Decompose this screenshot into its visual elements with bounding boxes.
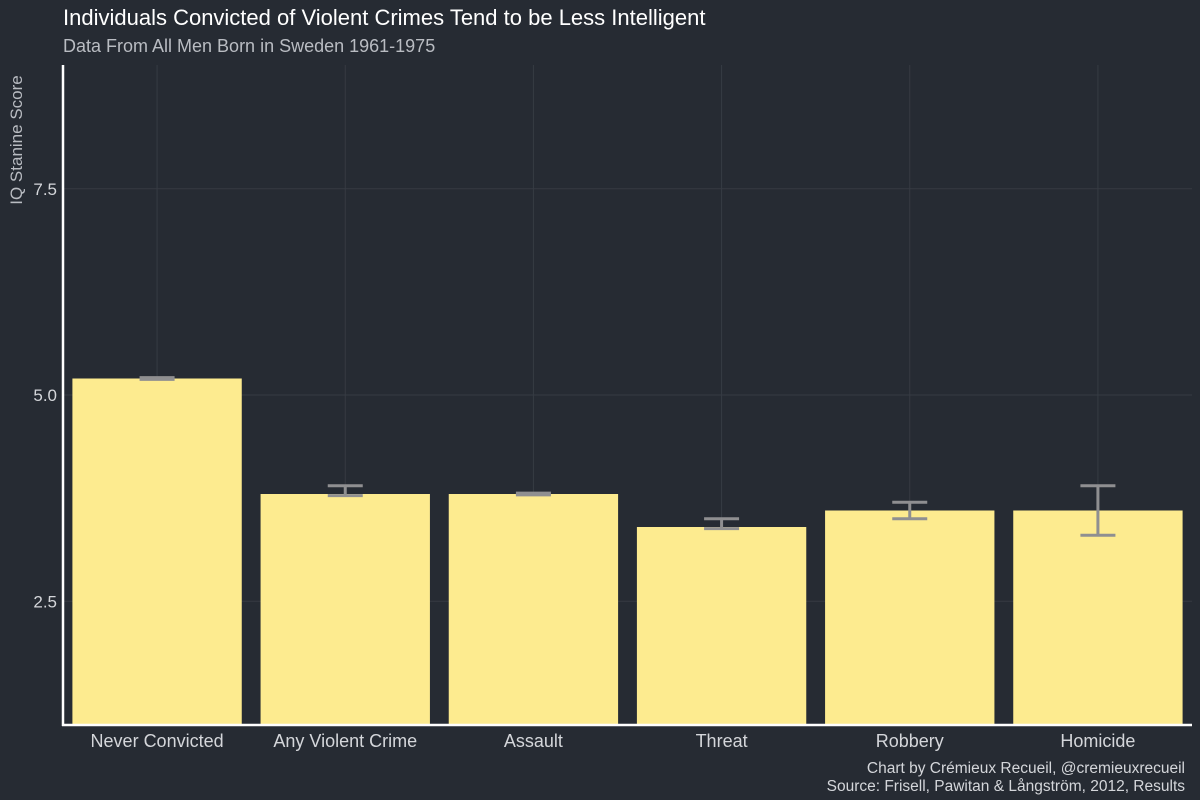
error-bars: [139, 376, 1116, 537]
bar: [448, 494, 619, 725]
x-tick-label: Robbery: [876, 731, 944, 751]
x-tick-label: Homicide: [1060, 731, 1135, 751]
bar: [1013, 510, 1183, 725]
caption-credit: Chart by Crémieux Recueil, @cremieuxrecu…: [866, 760, 1185, 777]
bar: [260, 494, 430, 725]
y-tick-label: 7.5: [33, 180, 57, 199]
chart-title: Individuals Convicted of Violent Crimes …: [63, 5, 706, 30]
y-tick-labels: 2.5 5.0 7.5: [33, 180, 57, 612]
bar: [72, 378, 242, 725]
y-tick-label: 5.0: [33, 386, 57, 405]
bar: [636, 527, 807, 725]
x-tick-label: Any Violent Crime: [273, 731, 417, 751]
bar: [825, 510, 995, 725]
y-tick-label: 2.5: [33, 592, 57, 611]
bars: [72, 378, 1183, 725]
chart-subtitle: Data From All Men Born in Sweden 1961-19…: [63, 36, 436, 56]
x-tick-label: Threat: [696, 731, 748, 751]
x-tick-label: Never Convicted: [91, 731, 224, 751]
x-tick-labels: Never Convicted Any Violent Crime Assault T…: [91, 731, 1136, 751]
y-axis-label: IQ Stanine Score: [7, 75, 26, 204]
axes: [61, 65, 1192, 727]
caption-source: Source: Frisell, Pawitan & Långström, 20…: [826, 778, 1185, 795]
x-tick-label: Assault: [504, 731, 563, 751]
